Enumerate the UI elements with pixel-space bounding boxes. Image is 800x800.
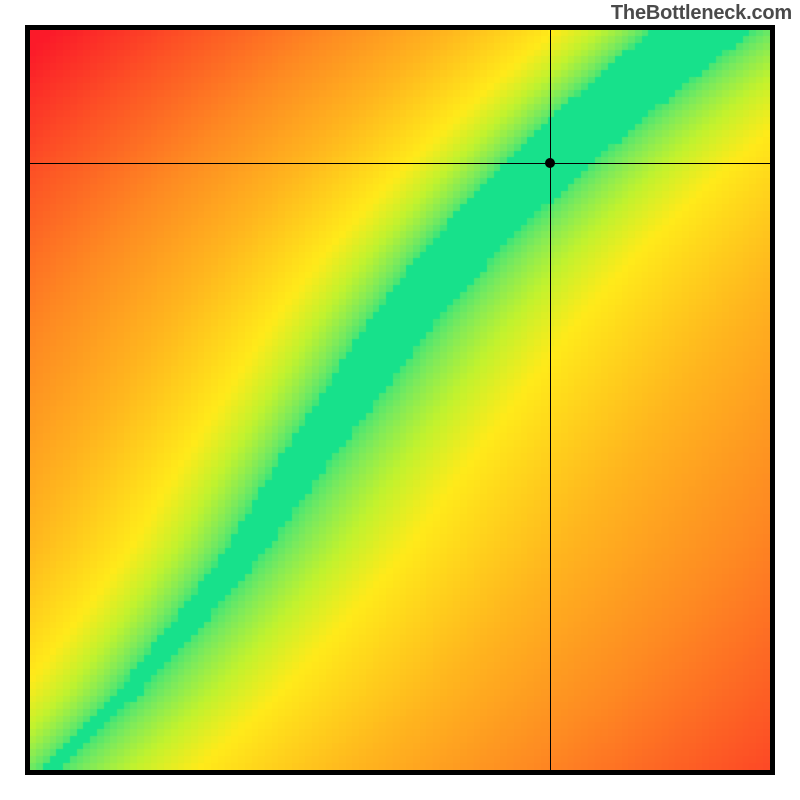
crosshair-horizontal-line (30, 163, 770, 164)
watermark-text: TheBottleneck.com (611, 2, 792, 25)
crosshair-vertical-line (550, 30, 551, 770)
chart-frame (25, 25, 775, 775)
bottleneck-heatmap (30, 30, 770, 770)
selection-marker-dot (545, 158, 555, 168)
